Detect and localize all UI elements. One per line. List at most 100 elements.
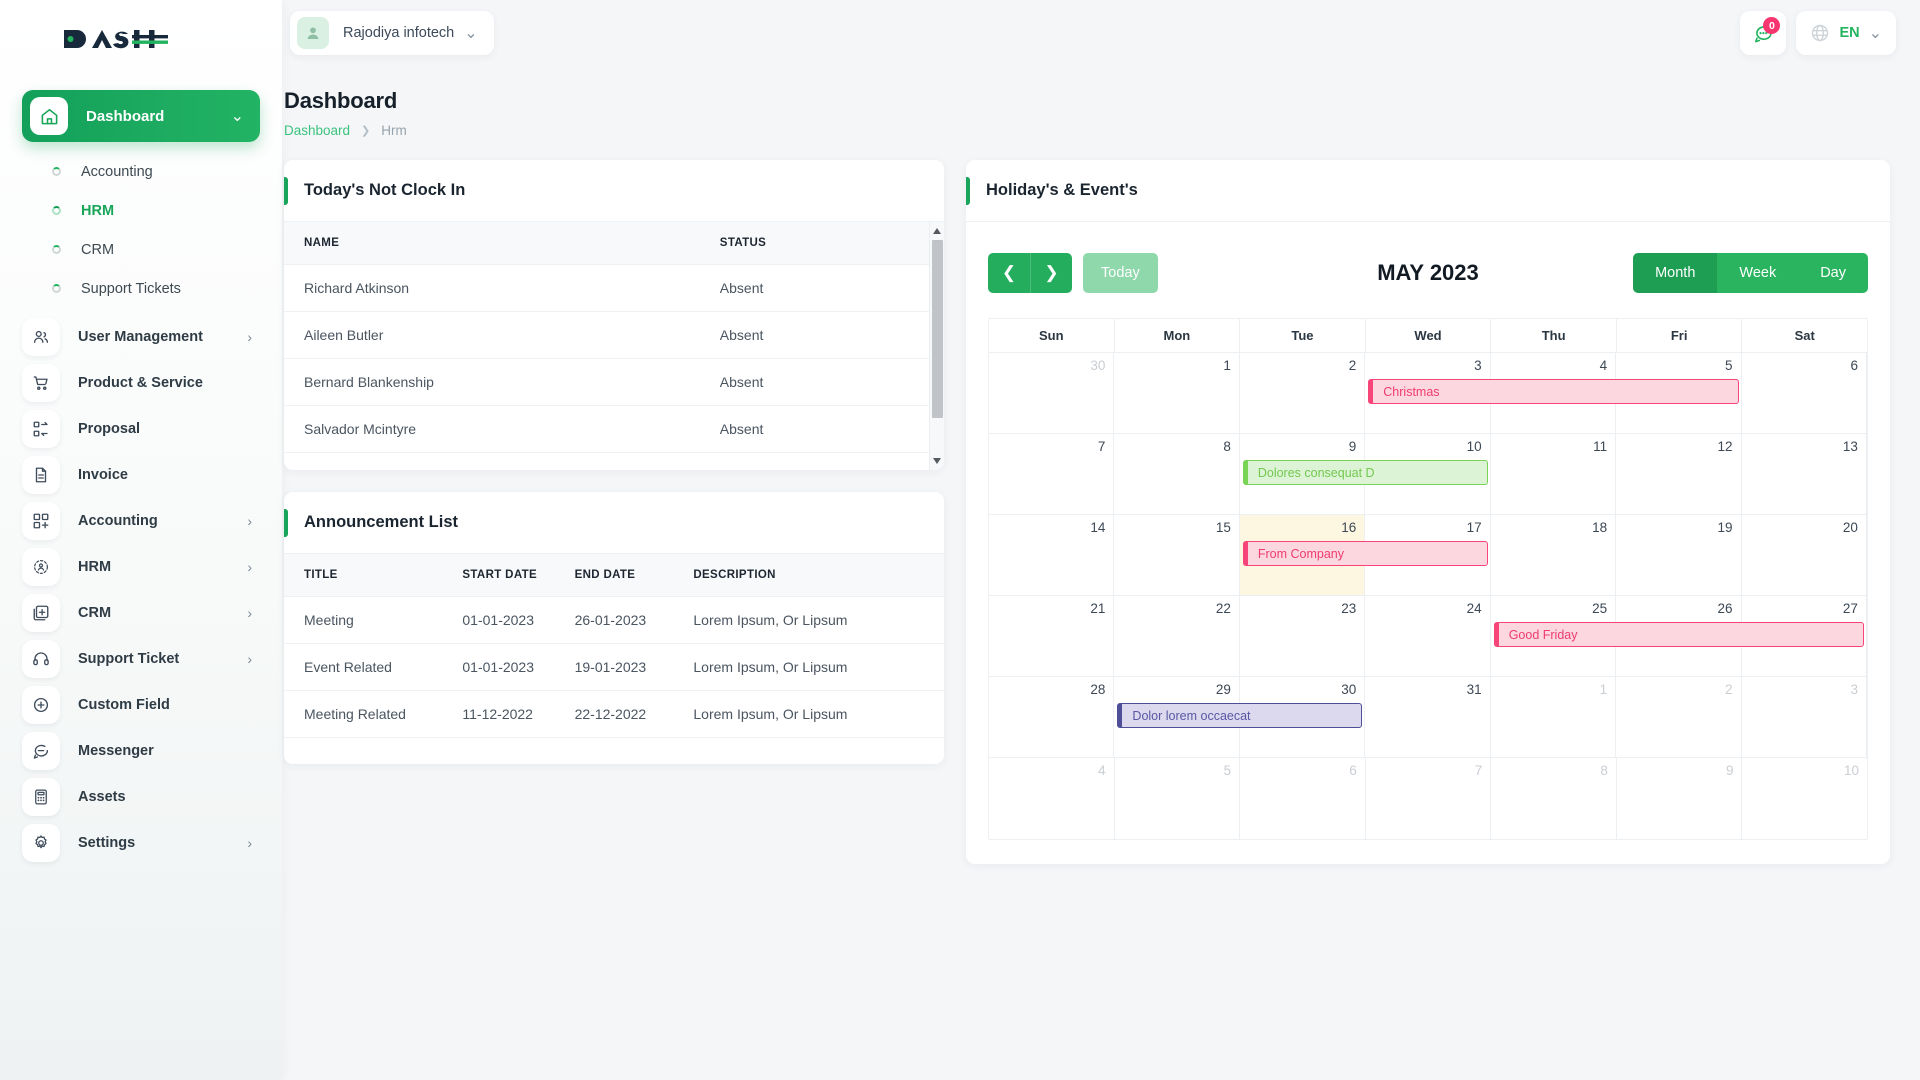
calendar-week-row: 28 29 30 31 1 2 3 Dolor lorem occaecat (989, 677, 1867, 758)
calendar-day-cell[interactable]: 15 (1114, 515, 1240, 595)
sidebar-item-proposal[interactable]: Proposal (22, 406, 260, 452)
company-switcher[interactable]: Rajodiya infotech ⌄ (290, 11, 494, 55)
calendar-day-cell[interactable]: 30 (1240, 677, 1366, 757)
sidebar-item-support-tickets-sub[interactable]: Support Tickets (22, 269, 260, 308)
view-week-button[interactable]: Week (1717, 253, 1799, 293)
sidebar-item-support-ticket[interactable]: Support Ticket › (22, 636, 260, 682)
calendar-day-cell[interactable]: 1 (1491, 677, 1617, 757)
chevron-right-icon: › (247, 329, 252, 345)
calendar-day-cell[interactable]: 5 (1115, 758, 1241, 839)
today-button[interactable]: Today (1083, 253, 1158, 293)
calendar-day-cell[interactable]: 22 (1114, 596, 1240, 676)
vertical-scrollbar[interactable] (929, 222, 944, 470)
sidebar-item-user-management[interactable]: User Management › (22, 314, 260, 360)
calendar-day-cell[interactable]: 6 (1742, 353, 1867, 433)
calendar-day-cell[interactable]: 10 (1365, 434, 1491, 514)
calendar-day-cell[interactable]: 7 (1366, 758, 1492, 839)
sidebar-item-crm[interactable]: CRM › (22, 590, 260, 636)
calendar-event[interactable]: From Company (1242, 541, 1488, 566)
bullet-icon (52, 206, 61, 215)
page-header: Dashboard Dashboard ❯ Hrm (282, 66, 1920, 138)
calendar-day-cell[interactable]: 24 (1365, 596, 1491, 676)
calendar-day-cell[interactable]: 3 (1742, 677, 1867, 757)
sidebar-item-custom-field[interactable]: Custom Field (22, 682, 260, 728)
calendar-day-cell[interactable]: 4 (989, 758, 1115, 839)
sidebar-item-assets[interactable]: Assets (22, 774, 260, 820)
weekday-tue: Tue (1240, 319, 1366, 352)
cell-end-date: 19-01-2023 (554, 643, 674, 691)
card-title: Announcement List (304, 513, 459, 531)
calendar-day-cell[interactable]: 20 (1742, 515, 1867, 595)
view-month-button[interactable]: Month (1633, 253, 1718, 293)
accounting-icon (22, 502, 60, 540)
sidebar-item-accounting-sub[interactable]: Accounting (22, 152, 260, 191)
prev-month-button[interactable]: ❮ (988, 253, 1030, 293)
messages-button[interactable]: 0 (1740, 11, 1787, 55)
calendar-day-cell[interactable]: 14 (989, 515, 1115, 595)
users-icon (22, 318, 60, 356)
calendar-event[interactable]: Dolores consequat D (1242, 460, 1488, 485)
calendar-day-cell[interactable]: 11 (1491, 434, 1617, 514)
calendar-day-cell[interactable]: 5 (1616, 353, 1742, 433)
scroll-down-arrow-icon[interactable] (933, 458, 941, 464)
calendar-day-cell[interactable]: 6 (1240, 758, 1366, 839)
calendar-day-cell[interactable]: 8 (1491, 758, 1617, 839)
app-logo[interactable] (0, 0, 282, 78)
calendar-day-cell[interactable]: 9 (1617, 758, 1743, 839)
topbar-actions: 0 EN ⌄ (1740, 11, 1896, 55)
table-row[interactable]: Event Related 01-01-2023 19-01-2023 Lore… (284, 643, 944, 691)
calendar-day-cell[interactable]: 23 (1240, 596, 1366, 676)
calendar-day-cell[interactable]: 8 (1114, 434, 1240, 514)
sidebar-item-invoice[interactable]: Invoice (22, 452, 260, 498)
clock-in-card: Today's Not Clock In NAME STATUS Richar (284, 160, 944, 470)
breadcrumb-dashboard[interactable]: Dashboard (284, 123, 351, 138)
calendar-event[interactable]: Christmas (1368, 379, 1739, 404)
calendar-day-cell[interactable]: 31 (1365, 677, 1491, 757)
table-row[interactable]: Meeting Related 11-12-2022 22-12-2022 Lo… (284, 690, 944, 738)
calendar-day-cell[interactable]: 30 (989, 353, 1115, 433)
chevron-right-icon: › (247, 559, 252, 575)
calendar-day-cell[interactable]: 18 (1491, 515, 1617, 595)
sidebar-item-product-service[interactable]: Product & Service (22, 360, 260, 406)
sidebar-item-hrm-sub[interactable]: HRM (22, 191, 260, 230)
calendar-day-cell[interactable]: 21 (989, 596, 1115, 676)
calendar-event[interactable]: Good Friday (1493, 622, 1864, 647)
scroll-up-arrow-icon[interactable] (933, 228, 941, 234)
calendar-day-cell[interactable]: 1 (1114, 353, 1240, 433)
cell-status: Absent (699, 264, 944, 312)
sidebar-item-messenger[interactable]: Messenger (22, 728, 260, 774)
calendar-day-cell[interactable]: 12 (1616, 434, 1742, 514)
calendar-day-cell[interactable]: 28 (989, 677, 1115, 757)
calendar-day-cell[interactable]: 17 (1365, 515, 1491, 595)
dash-logo-mark (62, 22, 168, 56)
table-row[interactable]: Bernard Blankenship Absent (284, 358, 944, 406)
chevron-right-icon: ❯ (361, 125, 371, 137)
calendar-day-cell[interactable]: 2 (1616, 677, 1742, 757)
calendar-day-cell[interactable]: 10 (1844, 763, 1860, 778)
language-switcher[interactable]: EN ⌄ (1796, 11, 1896, 55)
view-day-button[interactable]: Day (1798, 253, 1868, 293)
chevron-right-icon: › (247, 651, 252, 667)
calendar-event[interactable]: Dolor lorem occaecat (1117, 703, 1363, 728)
table-row[interactable]: Richard Atkinson Absent (284, 264, 944, 312)
table-row[interactable]: Aileen Butler Absent (284, 311, 944, 359)
sidebar-item-crm-sub[interactable]: CRM (22, 230, 260, 269)
next-month-button[interactable]: ❯ (1030, 253, 1072, 293)
column-status: STATUS (699, 222, 944, 265)
column-description: DESCRIPTION (673, 554, 944, 597)
calendar-day-cell[interactable]: 19 (1616, 515, 1742, 595)
scrollbar-thumb[interactable] (932, 240, 943, 418)
sidebar-item-settings[interactable]: Settings › (22, 820, 260, 866)
table-row[interactable]: Steven Good Absent (284, 452, 944, 470)
calendar-day-cell[interactable]: 27 (1742, 596, 1867, 676)
table-row[interactable]: Meeting 01-01-2023 26-01-2023 Lorem Ipsu… (284, 596, 944, 644)
sidebar-subitem-label: Accounting (81, 163, 153, 180)
calendar-day-cell[interactable]: 2 (1240, 353, 1366, 433)
table-row[interactable]: Salvador Mcintyre Absent (284, 405, 944, 453)
sidebar-item-accounting[interactable]: Accounting › (22, 498, 260, 544)
sidebar-item-hrm[interactable]: HRM › (22, 544, 260, 590)
calendar-day-cell[interactable]: 7 (989, 434, 1115, 514)
sidebar-item-dashboard[interactable]: Dashboard ⌄ (22, 90, 260, 142)
proposal-icon (22, 410, 60, 448)
calendar-day-cell[interactable]: 13 (1742, 434, 1867, 514)
